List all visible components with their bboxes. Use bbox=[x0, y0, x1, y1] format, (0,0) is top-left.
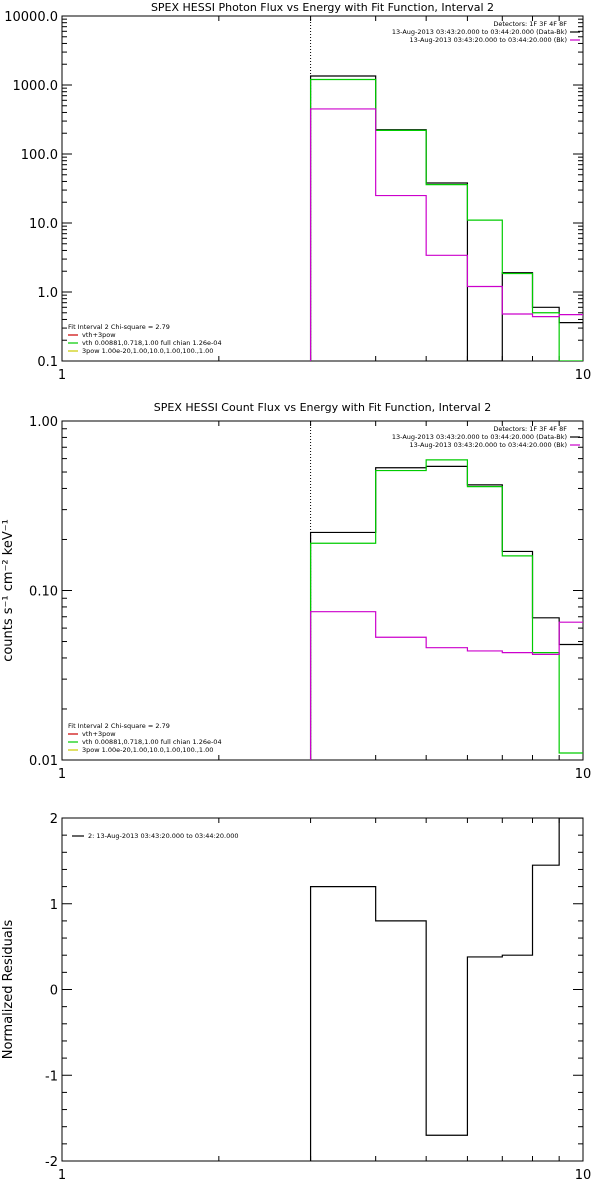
legend-text: 2: 13-Aug-2013 03:43:20.000 to 03:44:20.… bbox=[88, 832, 239, 840]
y-tick-label: 0.1 bbox=[37, 355, 58, 370]
x-tick-label: 10 bbox=[575, 368, 592, 383]
y-tick-label: 10000.0 bbox=[4, 10, 58, 25]
y-tick-label: 100.0 bbox=[21, 148, 58, 163]
x-tick-label: 1 bbox=[58, 1168, 66, 1183]
info-top-text: Detectors: 1F 3F 4F 8F bbox=[493, 20, 567, 28]
series-0-histogram bbox=[309, 75, 583, 361]
y-tick-label: 2 bbox=[50, 812, 58, 827]
series-2-histogram bbox=[309, 611, 583, 760]
y-tick-label: 0 bbox=[50, 984, 58, 999]
fit-legend-text: vth 0.00881,0.718,1.00 full chian 1.26e-… bbox=[82, 339, 222, 347]
fit-legend-text: vth 0.00881,0.718,1.00 full chian 1.26e-… bbox=[82, 738, 222, 746]
fit-legend-text: Fit Interval 2 Chi-square = 2.79 bbox=[68, 722, 170, 730]
y-tick-label: 1000.0 bbox=[13, 79, 59, 94]
y-tick-label: 0.10 bbox=[29, 585, 58, 600]
fit-legend-text: Fit Interval 2 Chi-square = 2.79 bbox=[68, 323, 170, 331]
x-tick-label: 10 bbox=[575, 767, 592, 782]
fit-legend-text: 3pow 1.00e-20,1.00,10.0,1.00,100.,1.00 bbox=[82, 746, 213, 754]
plot-frame bbox=[61, 817, 584, 1162]
plot-frame bbox=[61, 420, 584, 761]
y-axis-label: Normalized Residuals bbox=[1, 920, 16, 1060]
series-2-histogram bbox=[309, 108, 583, 361]
x-tick-label: 10 bbox=[575, 1168, 592, 1183]
y-axis-label: counts s⁻¹ cm⁻² keV⁻¹ bbox=[1, 519, 16, 662]
x-tick-label: 1 bbox=[58, 767, 66, 782]
chart-title: SPEX HESSI Count Flux vs Energy with Fit… bbox=[154, 401, 491, 414]
chart-title: SPEX HESSI Photon Flux vs Energy with Fi… bbox=[151, 1, 494, 14]
y-tick-label: 10.0 bbox=[29, 217, 58, 232]
info-top-text: 13-Aug-2013 03:43:20.000 to 03:44:20.000… bbox=[392, 433, 567, 441]
info-top-text: 13-Aug-2013 03:43:20.000 to 03:44:20.000… bbox=[392, 28, 567, 36]
info-top-text: 13-Aug-2013 03:43:20.000 to 03:44:20.000… bbox=[410, 441, 567, 449]
y-tick-label: 0.01 bbox=[29, 754, 58, 769]
y-tick-label: 1.00 bbox=[29, 415, 58, 430]
series-0-histogram bbox=[309, 818, 583, 1161]
series-1-histogram bbox=[309, 78, 583, 361]
y-tick-label: -2 bbox=[45, 1155, 58, 1170]
info-top-text: Detectors: 1F 3F 4F 8F bbox=[493, 425, 567, 433]
series-1-histogram bbox=[309, 459, 583, 760]
fit-legend-text: vth+3pow bbox=[82, 331, 116, 339]
y-tick-label: -1 bbox=[45, 1069, 58, 1084]
series-0-histogram bbox=[309, 465, 583, 760]
fit-legend-text: vth+3pow bbox=[82, 730, 116, 738]
plot-frame bbox=[61, 15, 584, 362]
info-top-text: 13-Aug-2013 03:43:20.000 to 03:44:20.000… bbox=[410, 36, 567, 44]
y-tick-label: 1 bbox=[50, 898, 58, 913]
fit-legend-text: 3pow 1.00e-20,1.00,10.0,1.00,100.,1.00 bbox=[82, 347, 213, 355]
y-tick-label: 1.0 bbox=[37, 286, 58, 301]
x-tick-label: 1 bbox=[58, 368, 66, 383]
